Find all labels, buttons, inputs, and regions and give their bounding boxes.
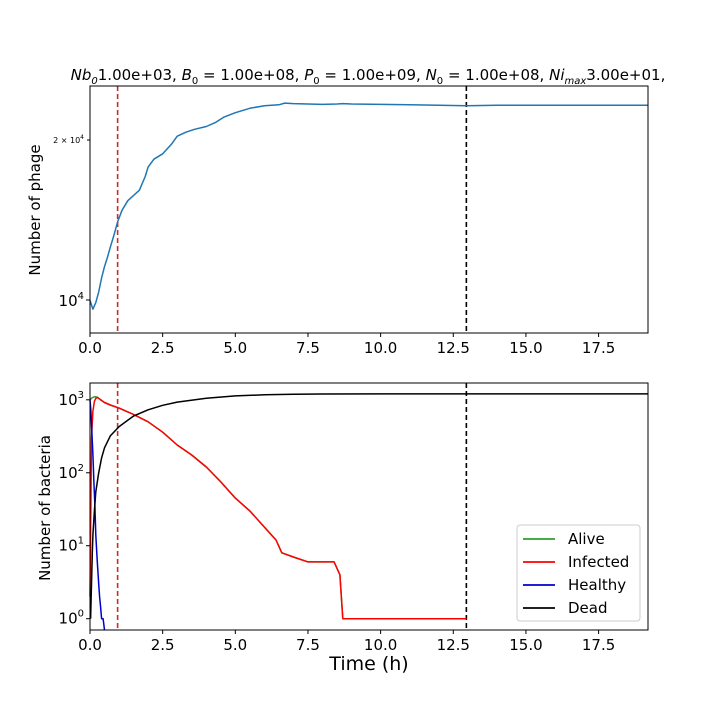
bottom-vlines [116, 383, 468, 630]
bottom-y-ticks: 100 101 102 103 [59, 390, 90, 628]
x-tick-label: 5.0 [223, 636, 247, 654]
legend-label: Dead [568, 599, 608, 617]
top-vlines [116, 86, 468, 333]
x-tick-label: 17.5 [582, 339, 615, 357]
legend-label: Alive [568, 530, 605, 548]
bottom-plot-frame [89, 382, 649, 631]
legend-items: Alive Infected Healthy Dead [523, 530, 629, 617]
x-tick-label: 0.0 [78, 339, 102, 357]
phage-plot: 0.0 2.5 5.0 7.5 10.0 12.5 15.0 17.5 104 2 × 104… [26, 85, 649, 357]
y-tick-label: 102 [59, 463, 84, 482]
bottom-series [89, 393, 648, 631]
legend-label: Healthy [568, 576, 626, 594]
x-tick-label: 12.5 [437, 339, 470, 357]
phage-series-line [89, 102, 648, 310]
x-tick-label: 17.5 [582, 636, 615, 654]
top-plot-frame [89, 85, 649, 334]
top-y-major-tick-label: 104 [59, 291, 84, 310]
legend-box [516, 524, 641, 622]
x-tick-label: 2.5 [151, 339, 175, 357]
y-tick-label: 103 [59, 390, 84, 409]
top-y-minor-tick-label: 2 × 104 [53, 134, 84, 145]
x-tick-label: 15.0 [509, 636, 542, 654]
x-tick-label: 2.5 [151, 636, 175, 654]
dead-series-line [89, 393, 648, 619]
x-tick-label: 10.0 [364, 339, 397, 357]
x-tick-label: 12.5 [437, 636, 470, 654]
legend-label: Infected [568, 553, 629, 571]
top-y-axis-label: Number of phage [26, 144, 44, 275]
top-series [89, 102, 648, 310]
bottom-x-ticks: 0.0 2.5 5.0 7.5 10.0 12.5 15.0 17.5 [78, 630, 615, 654]
legend: Alive Infected Healthy Dead [516, 524, 641, 622]
x-tick-label: 5.0 [223, 339, 247, 357]
alive-series-line [89, 396, 467, 620]
y-tick-label: 100 [59, 609, 84, 628]
healthy-series-line [89, 399, 106, 631]
top-y-ticks: 104 2 × 104 [53, 134, 90, 310]
y-tick-label: 101 [59, 536, 84, 555]
x-tick-label: 7.5 [296, 636, 320, 654]
x-tick-label: 15.0 [509, 339, 542, 357]
bacteria-plot: 0.0 2.5 5.0 7.5 10.0 12.5 15.0 17.5 10010110210… [36, 382, 649, 675]
x-tick-label: 10.0 [364, 636, 397, 654]
x-tick-label: 7.5 [296, 339, 320, 357]
infected-series-line [89, 396, 467, 620]
bottom-y-axis-label: Number of bacteria [36, 435, 54, 581]
x-axis-label: Time (h) [328, 653, 408, 675]
top-x-ticks: 0.0 2.5 5.0 7.5 10.0 12.5 15.0 17.5 [78, 333, 615, 357]
top-chart-title: Nb01.00e+03, B0 = 1.00e+08, P0 = 1.00e+0… [71, 66, 666, 87]
x-tick-label: 0.0 [78, 636, 102, 654]
